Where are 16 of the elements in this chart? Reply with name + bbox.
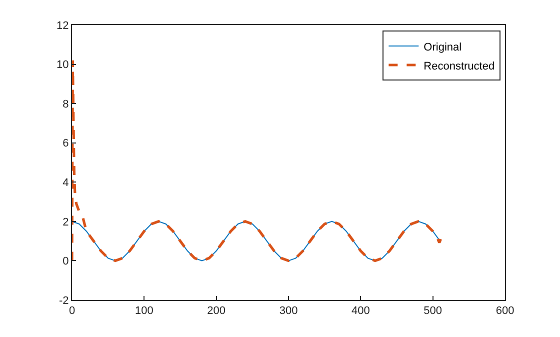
- y-tick-label: 4: [62, 176, 69, 189]
- y-tick-label: 2: [62, 216, 69, 228]
- x-tick-label: 500: [424, 305, 442, 318]
- y-tick-label: 12: [56, 20, 69, 32]
- y-tick-label: 8: [62, 98, 69, 110]
- x-tick-label: 300: [279, 305, 298, 318]
- y-tick-label: 6: [62, 138, 69, 150]
- y-tick-label: -2: [59, 294, 69, 307]
- x-tick-label: 400: [351, 305, 370, 318]
- y-tick-label: 0: [62, 256, 69, 268]
- x-tick-label: 100: [134, 305, 154, 318]
- legend-label: Original: [424, 41, 462, 54]
- x-tick-label: 600: [496, 305, 514, 318]
- legend-label: Reconstructed: [424, 60, 495, 72]
- x-tick-label: 200: [207, 305, 226, 318]
- y-tick-label: 10: [56, 59, 69, 72]
